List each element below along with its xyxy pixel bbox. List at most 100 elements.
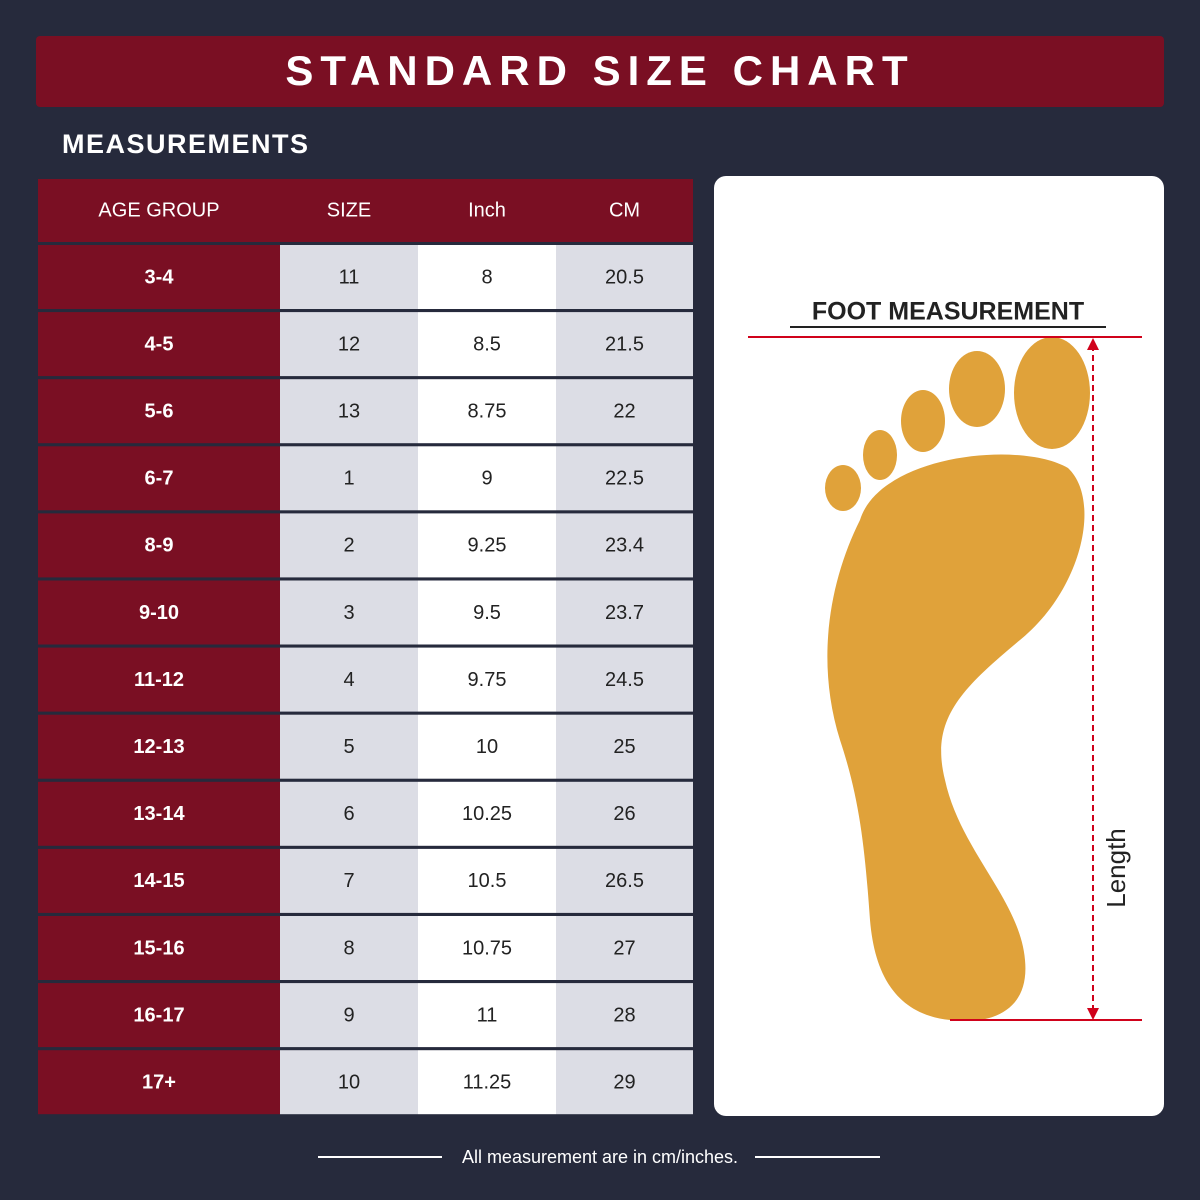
cell-value: 27 xyxy=(613,937,635,959)
cell-value: 9.25 xyxy=(468,535,507,557)
cell-value: 26 xyxy=(613,803,635,825)
cell-value: 11.25 xyxy=(463,1071,512,1093)
cell-value: 3 xyxy=(343,602,354,624)
cell xyxy=(556,848,693,913)
cell xyxy=(280,312,418,377)
cell xyxy=(556,647,693,712)
cell-value: 28 xyxy=(613,1004,635,1026)
column-header: CM xyxy=(609,199,640,221)
cell-value: 6 xyxy=(343,803,354,825)
foot xyxy=(825,337,1090,1021)
cell xyxy=(38,379,280,444)
cell xyxy=(38,781,280,846)
cell-value: 11 xyxy=(339,266,360,288)
age-group: 3-4 xyxy=(145,266,175,288)
cell-value: 9 xyxy=(343,1004,354,1026)
toe xyxy=(1014,337,1090,449)
age-group: 9-10 xyxy=(139,602,179,624)
cell xyxy=(38,647,280,712)
cell xyxy=(280,446,418,511)
title: STANDARD SIZE CHART xyxy=(285,47,914,94)
cell-value: 23.4 xyxy=(605,535,644,557)
cell xyxy=(556,513,693,578)
cell xyxy=(38,580,280,645)
cell-value: 7 xyxy=(343,870,354,892)
cell xyxy=(556,714,693,779)
cell xyxy=(418,446,556,511)
cell xyxy=(280,513,418,578)
cell xyxy=(280,714,418,779)
age-group: 8-9 xyxy=(145,535,174,557)
cell xyxy=(556,781,693,846)
age-group: 11-12 xyxy=(134,669,184,691)
cell xyxy=(556,312,693,377)
cell xyxy=(418,714,556,779)
column-header: Inch xyxy=(468,199,506,221)
toe xyxy=(863,430,897,480)
cell xyxy=(556,245,693,309)
cell-value: 23.7 xyxy=(605,602,644,624)
cell-value: 21.5 xyxy=(605,333,644,355)
cell xyxy=(418,245,556,309)
cell-value: 8 xyxy=(481,266,492,288)
cell xyxy=(280,580,418,645)
age-group: 5-6 xyxy=(145,400,174,422)
cell xyxy=(280,781,418,846)
cell xyxy=(38,446,280,511)
cell-value: 29 xyxy=(613,1071,635,1093)
cell xyxy=(418,513,556,578)
cell-value: 11 xyxy=(477,1004,498,1026)
cell xyxy=(38,848,280,913)
cell-value: 8.75 xyxy=(468,400,507,422)
age-group: 4-5 xyxy=(145,333,174,355)
cell xyxy=(38,983,280,1048)
length-label: Length xyxy=(1101,828,1131,908)
age-group: 15-16 xyxy=(133,937,184,959)
age-group: 16-17 xyxy=(133,1004,184,1026)
age-group: 14-15 xyxy=(133,870,184,892)
cell xyxy=(556,916,693,980)
cell xyxy=(280,916,418,980)
cell-value: 12 xyxy=(338,333,360,355)
title-banner xyxy=(36,36,1164,107)
cell-value: 10 xyxy=(338,1071,360,1093)
sole xyxy=(827,454,1085,1021)
cell xyxy=(38,714,280,779)
cell xyxy=(38,916,280,980)
cell-value: 24.5 xyxy=(605,669,644,691)
cell xyxy=(418,916,556,980)
cell-value: 10.75 xyxy=(462,937,512,959)
cell xyxy=(38,312,280,377)
cell xyxy=(418,781,556,846)
toe xyxy=(949,351,1005,427)
cell-value: 5 xyxy=(343,736,354,758)
cell xyxy=(280,647,418,712)
cell-value: 9.75 xyxy=(468,669,507,691)
cell xyxy=(556,983,693,1048)
age-group: 6-7 xyxy=(145,468,174,490)
age-group: 12-13 xyxy=(133,736,184,758)
cell xyxy=(280,848,418,913)
column-header: SIZE xyxy=(327,199,371,221)
toe xyxy=(825,465,861,511)
cell xyxy=(418,647,556,712)
cell xyxy=(556,1050,693,1115)
cell xyxy=(38,1050,280,1115)
cell xyxy=(556,580,693,645)
header-row xyxy=(38,179,693,242)
cell xyxy=(418,312,556,377)
cell-value: 22 xyxy=(613,400,635,422)
cell xyxy=(418,580,556,645)
age-group: 17+ xyxy=(142,1071,176,1093)
cell xyxy=(418,983,556,1048)
cell-value: 4 xyxy=(343,669,354,691)
cell xyxy=(38,245,280,309)
age-group: 13-14 xyxy=(133,803,185,825)
cell-value: 20.5 xyxy=(605,266,644,288)
cell-value: 8 xyxy=(343,937,354,959)
cell xyxy=(418,1050,556,1115)
cell-value: 9.5 xyxy=(473,602,501,624)
cell-value: 13 xyxy=(338,400,360,422)
cell xyxy=(280,245,418,309)
